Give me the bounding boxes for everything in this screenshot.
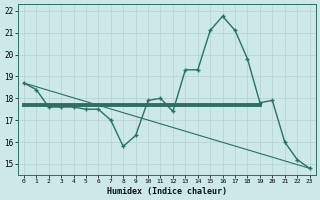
X-axis label: Humidex (Indice chaleur): Humidex (Indice chaleur) xyxy=(107,187,227,196)
